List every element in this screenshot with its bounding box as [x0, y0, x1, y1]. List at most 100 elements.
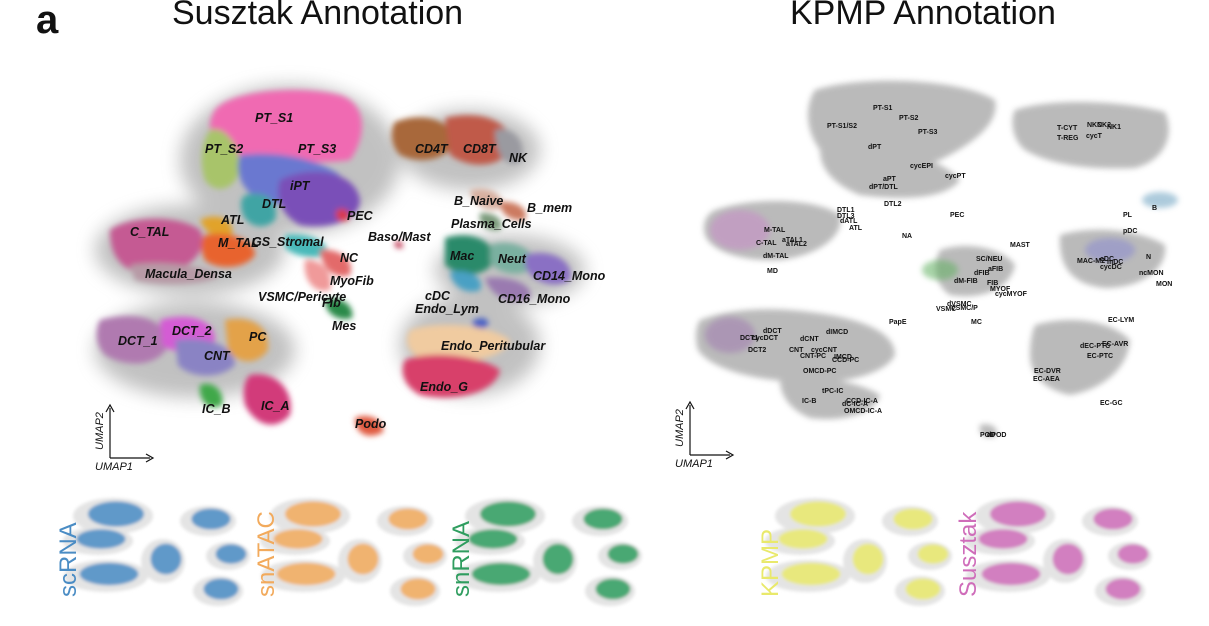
umap1-label-left: UMAP1 [95, 461, 133, 473]
kpmp-label-64: CNT-PC [800, 353, 826, 360]
kpmp-label-0: PT-S1 [873, 105, 893, 112]
susztak-label-29: Endo_Peritubular [441, 339, 546, 353]
kpmp-label-3: PT-S3 [918, 129, 938, 136]
kpmp-label-22: MAST [1010, 242, 1031, 249]
mini-label-susztak: Susztak [955, 511, 982, 597]
susztak-label-2: PT_S3 [298, 142, 336, 156]
susztak-label-20: B_Naive [454, 194, 503, 208]
kpmp-label-50: PapE [889, 319, 907, 326]
susztak-label-16: Baso/Mast [368, 230, 431, 244]
kpmp-label-29: cycMYOF [995, 291, 1028, 298]
kpmp-label-43: MAC-M2 [1077, 258, 1105, 265]
kpmp-label-47: N [1146, 254, 1151, 261]
kpmp-label-44: cDC [1100, 256, 1114, 263]
cluster-pc [225, 318, 269, 362]
cluster-myofib [320, 249, 351, 277]
mini-label-snatac: snATAC [253, 511, 280, 597]
susztak-label-24: Neut [498, 252, 527, 266]
kpmp-label-13: ATL [849, 225, 863, 232]
kpmp-label-8: dPT/DTL [869, 184, 898, 191]
susztak-label-3: iPT [290, 179, 311, 193]
kpmp-label-74: OMCD-IC-A [844, 408, 882, 415]
susztak-label-1: PT_S2 [205, 142, 243, 156]
susztak-umap: UMAP2 UMAP1 PT_S1 PT_S2 PT_S3 iPT DTL ATL C_TA… [94, 85, 606, 473]
umap-clusters [96, 90, 571, 436]
kpmp-label-52: dEC-PTC [1080, 343, 1110, 350]
susztak-label-12: Fib [322, 296, 341, 310]
cluster-dtl [240, 193, 276, 227]
cluster-cd16 [485, 277, 531, 301]
kpmp-label-72: CCD-IC-A [846, 398, 878, 405]
cluster-m-tal [201, 233, 255, 267]
susztak-label-9: GS_Stromal [252, 235, 324, 249]
cluster-atl [200, 216, 233, 238]
susztak-label-34: PC [249, 330, 267, 344]
kpmp-clusters [695, 80, 1169, 438]
susztak-label-26: cDC [425, 289, 451, 303]
susztak-label-23: Mac [450, 249, 474, 263]
cluster-b-mem [500, 201, 526, 221]
cluster-mac [445, 235, 495, 275]
kpmp-label-25: dFIB [974, 270, 990, 277]
kpmp-label-63: CNT [789, 347, 804, 354]
cluster-pec [335, 208, 350, 222]
susztak-label-0: PT_S1 [255, 111, 293, 125]
susztak-label-8: Macula_Densa [145, 267, 232, 281]
kpmp-label-37: NK2 [1097, 122, 1111, 129]
mini-umap-4 [965, 498, 1152, 606]
cluster-cd4t [391, 117, 455, 160]
kpmp-label-14: PEC [950, 212, 964, 219]
susztak-label-17: CD4T [415, 142, 449, 156]
cluster-pt-s1 [210, 90, 362, 163]
kpmp-label-12: dATL [840, 218, 858, 225]
mini-umaps [63, 498, 1152, 606]
cluster-neut [490, 242, 535, 274]
kpmp-label-61: cycDCT [752, 335, 779, 342]
susztak-label-7: M_TAL [218, 236, 259, 250]
cluster-b-naive [470, 188, 503, 210]
susztak-label-19: NK [509, 151, 528, 165]
susztak-label-32: DCT_2 [172, 324, 212, 338]
susztak-label-30: Endo_G [420, 380, 468, 394]
kpmp-tints [705, 192, 1178, 353]
kpmp-label-54: EC-PTC [1087, 353, 1113, 360]
kpmp-label-11: DTL3 [837, 213, 855, 220]
cluster-endo-pt [407, 324, 510, 361]
kpmp-label-9: DTL2 [884, 201, 902, 208]
kpmp-label-46: mDC [1107, 259, 1123, 266]
kpmp-label-48: ncMON [1139, 270, 1164, 277]
cluster-podo [355, 415, 384, 436]
kpmp-label-1: PT-S2 [899, 115, 919, 122]
kpmp-label-24: aFIB [988, 266, 1003, 273]
kpmp-label-21: MD [767, 268, 778, 275]
cluster-endo-g [402, 354, 500, 398]
kpmp-label-68: OMCD-PC [803, 368, 836, 375]
cluster-c-tal [110, 218, 203, 275]
susztak-label-31: DCT_1 [118, 334, 158, 348]
susztak-label-5: ATL [220, 213, 244, 227]
kpmp-label-71: tPC-IC [822, 388, 843, 395]
cluster-fib [304, 259, 331, 291]
kpmp-label-75: POD [980, 432, 995, 439]
cluster-cd8t [445, 115, 512, 165]
kpmp-label-59: DCT2 [748, 347, 766, 354]
umap-axes-right [685, 400, 735, 460]
susztak-label-4: DTL [262, 197, 286, 211]
kpmp-label-19: aTAL2 [786, 241, 807, 248]
susztak-cluster-labels: PT_S1 PT_S2 PT_S3 iPT DTL ATL C_TAL M_TAL Macula… [118, 111, 606, 431]
umap2-label-right: UMAP2 [674, 409, 686, 447]
cluster-ic-b [199, 383, 223, 408]
kpmp-label-5: cycPT [945, 173, 966, 180]
kpmp-label-45: cycDC [1100, 264, 1122, 271]
kpmp-label-15: NA [902, 233, 912, 240]
kpmp-label-16: M-TAL [764, 227, 786, 234]
kpmp-label-32: VSMC/P [951, 305, 978, 312]
kpmp-label-2: PT-S1/S2 [827, 123, 857, 130]
kpmp-label-66: dIMCD [826, 329, 848, 336]
susztak-label-13: VSMC/Pericyte [258, 290, 346, 304]
kpmp-label-53: EC-AVR [1102, 341, 1128, 348]
kpmp-label-76: dPOD [987, 432, 1006, 439]
cluster-gs-stromal [285, 234, 329, 258]
susztak-title: Susztak Annotation [172, 0, 464, 32]
cluster-macula [130, 263, 220, 285]
